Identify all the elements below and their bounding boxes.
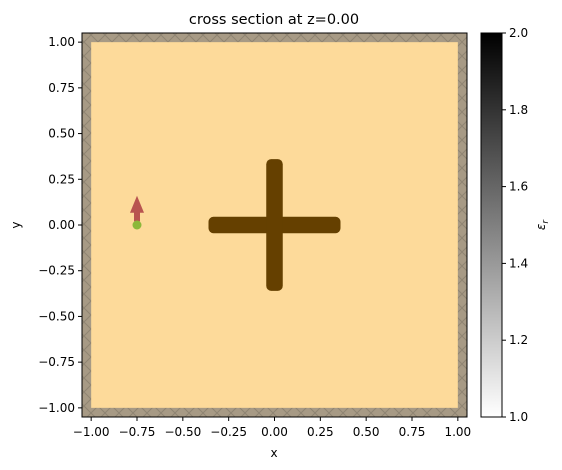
y-tick-label: 0.75 — [48, 81, 75, 95]
y-tick-label: −0.25 — [38, 264, 75, 278]
x-tick-label: 1.00 — [444, 425, 471, 439]
y-axis-ticks: −1.00 −0.75 −0.50 −0.25 0.00 0.25 0.50 0.75 1.00 — [38, 35, 82, 415]
y-tick-label: 0.25 — [48, 172, 75, 186]
y-tick-label: 0.00 — [48, 218, 75, 232]
colorbar-label-main: ε — [534, 223, 548, 230]
colorbar-tick-label: 1.0 — [509, 410, 528, 424]
plot-area — [82, 33, 467, 417]
y-axis-label: y — [9, 221, 23, 228]
colorbar-tick-label: 1.2 — [509, 333, 528, 347]
colorbar-tick-label: 1.8 — [509, 103, 528, 117]
direction-arrow-head — [130, 195, 144, 213]
x-tick-label: 0.50 — [353, 425, 380, 439]
x-tick-label: −0.25 — [210, 425, 247, 439]
x-tick-label: 0.25 — [307, 425, 334, 439]
x-axis-ticks: −1.00 −0.75 −0.50 −0.25 0.00 0.25 0.50 0.75 1.00 — [73, 417, 471, 439]
x-axis-label: x — [270, 446, 277, 460]
colorbar-tick-label: 2.0 — [509, 26, 528, 40]
x-tick-label: 0.00 — [261, 425, 288, 439]
y-tick-label: −0.50 — [38, 309, 75, 323]
colorbar — [480, 32, 503, 418]
x-tick-label: −0.50 — [164, 425, 201, 439]
y-tick-label: 1.00 — [48, 35, 75, 49]
colorbar-tick-label: 1.6 — [509, 180, 528, 194]
source-marker — [132, 220, 142, 230]
colorbar-label: εr — [534, 219, 551, 231]
x-tick-label: −0.75 — [119, 425, 156, 439]
colorbar-gradient — [480, 32, 503, 418]
chart-title: cross section at z=0.00 — [189, 12, 359, 28]
y-tick-label: 0.50 — [48, 127, 75, 141]
y-tick-label: −0.75 — [38, 355, 75, 369]
colorbar-label-sub: r — [541, 219, 551, 224]
colorbar-tick-label: 1.4 — [509, 256, 528, 270]
cross-vertical-arm — [266, 159, 283, 291]
x-tick-label: 0.75 — [399, 425, 426, 439]
direction-arrow-shaft — [134, 209, 140, 222]
colorbar-ticks: 1.0 1.2 1.4 1.6 1.8 2.0 — [502, 26, 528, 424]
y-tick-label: −1.00 — [38, 401, 75, 415]
x-tick-label: −1.00 — [73, 425, 110, 439]
